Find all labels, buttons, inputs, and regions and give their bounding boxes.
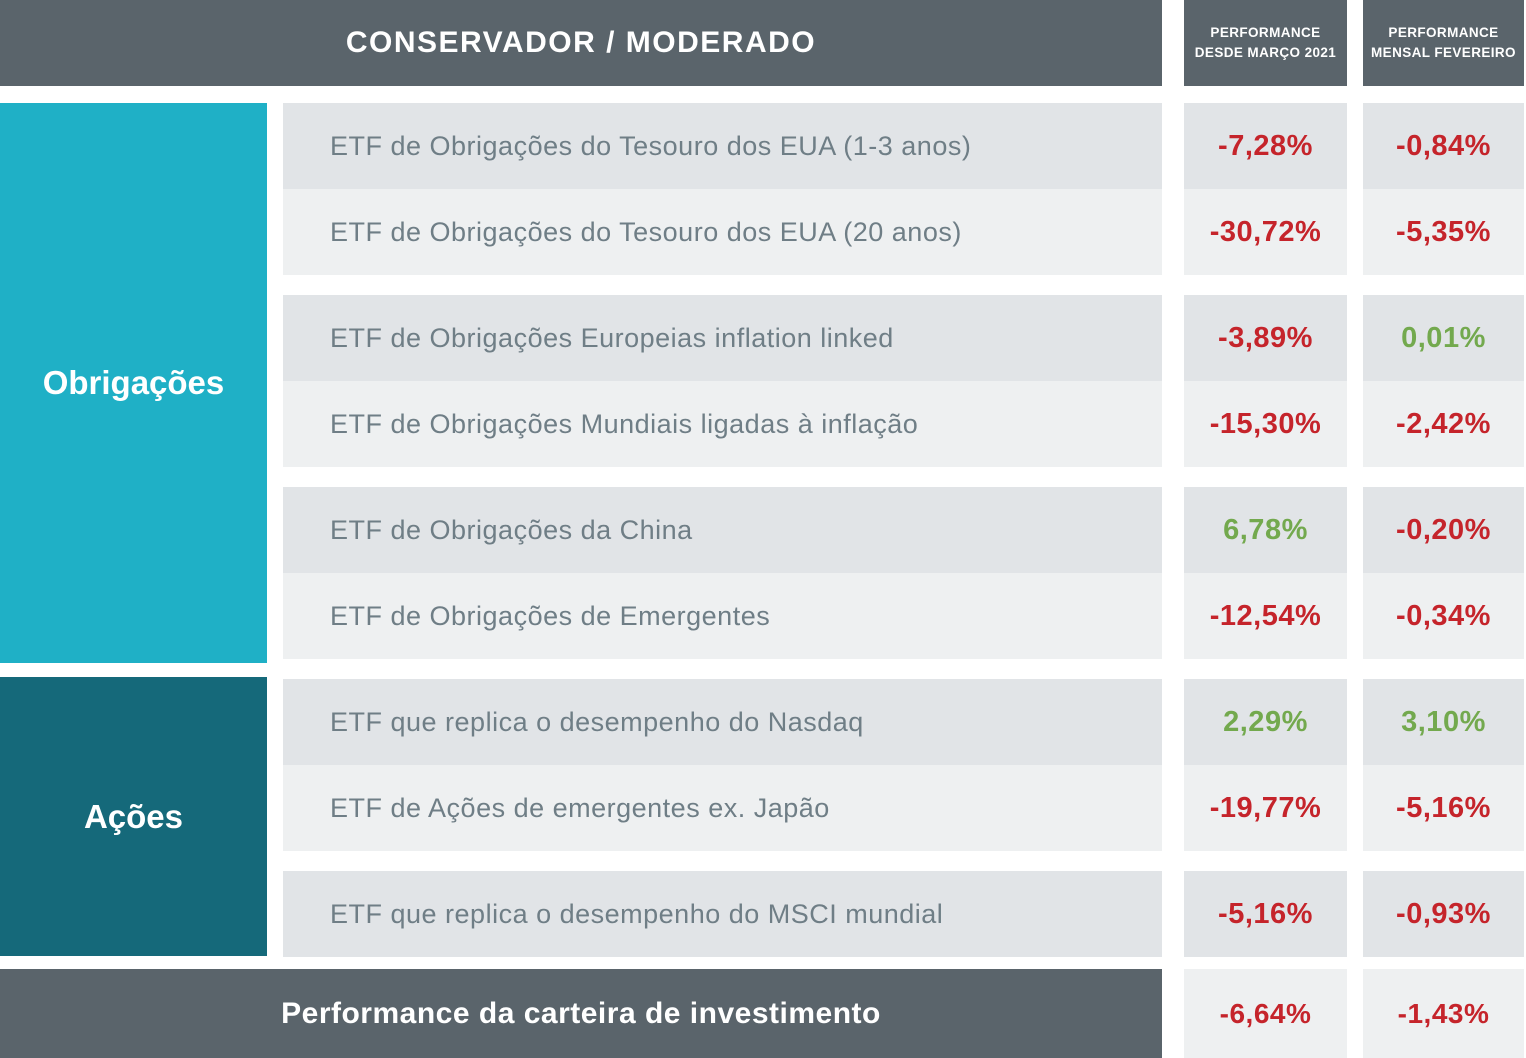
since-march-value: -12,54% — [1184, 573, 1347, 659]
table-row: ETF de Obrigações Europeias inflation li… — [0, 295, 1526, 381]
since-march-value: 6,78% — [1184, 487, 1347, 573]
table-row: ETF que replica o desempenho do Nasdaq 2… — [0, 679, 1526, 765]
monthly-value: 3,10% — [1363, 679, 1524, 765]
category-obrigacoes-label: Obrigações — [42, 364, 225, 401]
since-march-value: -5,16% — [1184, 871, 1347, 957]
column-header-monthly: PERFORMANCE MENSAL FEVEREIRO — [1363, 0, 1524, 86]
table-row: ETF de Obrigações do Tesouro dos EUA (1-… — [0, 103, 1526, 189]
etf-name: ETF de Obrigações Europeias inflation li… — [283, 295, 1162, 381]
column-header-since-march: PERFORMANCE DESDE MARÇO 2021 — [1184, 0, 1347, 86]
category-obrigacoes: Obrigações — [0, 103, 267, 663]
etf-name: ETF que replica o desempenho do Nasdaq — [283, 679, 1162, 765]
monthly-value: -0,34% — [1363, 573, 1524, 659]
etf-name: ETF de Obrigações do Tesouro dos EUA (1-… — [283, 103, 1162, 189]
table-row: ETF que replica o desempenho do MSCI mun… — [0, 871, 1526, 957]
monthly-value: -2,42% — [1363, 381, 1524, 467]
etf-name: ETF de Obrigações Mundiais ligadas à inf… — [283, 381, 1162, 467]
portfolio-since-march-value: -6,64% — [1184, 969, 1347, 1058]
category-acoes-label: Ações — [83, 797, 184, 835]
etf-name: ETF de Ações de emergentes ex. Japão — [283, 765, 1162, 851]
table-row: ETF de Obrigações Mundiais ligadas à inf… — [0, 381, 1526, 467]
table-header-bar: CONSERVADOR / MODERADO — [0, 0, 1162, 86]
table-title: CONSERVADOR / MODERADO — [345, 26, 817, 59]
monthly-value: -5,16% — [1363, 765, 1524, 851]
since-march-value: 2,29% — [1184, 679, 1347, 765]
etf-name: ETF de Obrigações de Emergentes — [283, 573, 1162, 659]
table-row: ETF de Ações de emergentes ex. Japão -19… — [0, 765, 1526, 851]
monthly-value: 0,01% — [1363, 295, 1524, 381]
since-march-value: -15,30% — [1184, 381, 1347, 467]
monthly-value: -0,20% — [1363, 487, 1524, 573]
monthly-value: -0,93% — [1363, 871, 1524, 957]
monthly-value: -5,35% — [1363, 189, 1524, 275]
etf-name: ETF de Obrigações da China — [283, 487, 1162, 573]
since-march-value: -30,72% — [1184, 189, 1347, 275]
table-row: ETF de Obrigações da China 6,78% -0,20% — [0, 487, 1526, 573]
portfolio-performance-bar: Performance da carteira de investimento — [0, 969, 1162, 1058]
table-row: ETF de Obrigações do Tesouro dos EUA (20… — [0, 189, 1526, 275]
monthly-value: -0,84% — [1363, 103, 1524, 189]
etf-name: ETF que replica o desempenho do MSCI mun… — [283, 871, 1162, 957]
category-acoes: Ações — [0, 677, 267, 956]
table-row: ETF de Obrigações de Emergentes -12,54% … — [0, 573, 1526, 659]
since-march-value: -7,28% — [1184, 103, 1347, 189]
since-march-value: -19,77% — [1184, 765, 1347, 851]
etf-name: ETF de Obrigações do Tesouro dos EUA (20… — [283, 189, 1162, 275]
portfolio-performance-label: Performance da carteira de investimento — [281, 996, 881, 1030]
portfolio-monthly-value: -1,43% — [1363, 969, 1524, 1058]
since-march-value: -3,89% — [1184, 295, 1347, 381]
